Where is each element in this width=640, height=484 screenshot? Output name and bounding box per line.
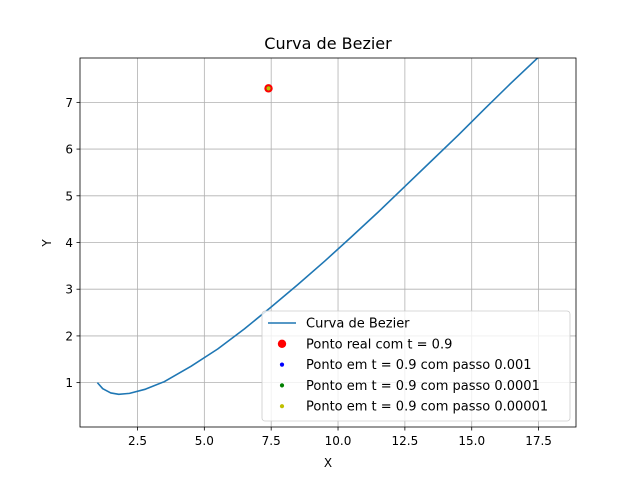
series-layer (96, 58, 539, 396)
legend: Curva de Bezier Ponto real com t = 0.9 Pon… (261, 310, 571, 422)
y-tick-label: 6 (65, 143, 73, 157)
x-tick-label: 10.0 (325, 434, 352, 448)
x-tick-label: 5.0 (195, 434, 214, 448)
bezier-curve-line (96, 58, 539, 396)
y-tick-label: 1 (65, 376, 73, 390)
y-tick-label: 3 (65, 283, 73, 297)
x-tick-label: 2.5 (128, 434, 147, 448)
legend-box (261, 310, 571, 422)
legend-marker-swatch (279, 362, 285, 367)
x-tick-label: 7.5 (262, 434, 281, 448)
chart-title: Curva de Bezier (264, 34, 392, 53)
legend-entry-label: Curva de Bezier (306, 317, 410, 332)
y-tick-label: 5 (65, 189, 73, 203)
y-tick-label: 7 (65, 96, 73, 110)
x-tick-label: 17.5 (525, 434, 552, 448)
legend-marker-swatch (279, 404, 285, 409)
x-axis-label: X (324, 456, 332, 470)
legend-marker-swatch (279, 383, 285, 388)
legend-entry-label: Ponto em t = 0.9 com passo 0.001 (306, 358, 532, 373)
legend-entry-label: Ponto em t = 0.9 com passo 0.00001 (306, 400, 548, 415)
x-tick-label: 12.5 (392, 434, 419, 448)
plot-data (96, 58, 539, 396)
legend-entry-label: Ponto em t = 0.9 com passo 0.0001 (306, 379, 540, 394)
x-tick-label: 15.0 (458, 434, 485, 448)
y-tick-label: 2 (65, 329, 73, 343)
legend-entry-label: Ponto real com t = 0.9 (306, 337, 452, 352)
point-marker (266, 86, 271, 91)
tick-layer: 2.5 5.0 7.5 10.0 12.5 15.0 17.5 1 2 3 4 5 6 7 (65, 96, 552, 448)
y-axis-label: Y (40, 239, 54, 248)
y-tick-label: 4 (65, 236, 73, 250)
legend-marker-swatch (277, 339, 287, 348)
